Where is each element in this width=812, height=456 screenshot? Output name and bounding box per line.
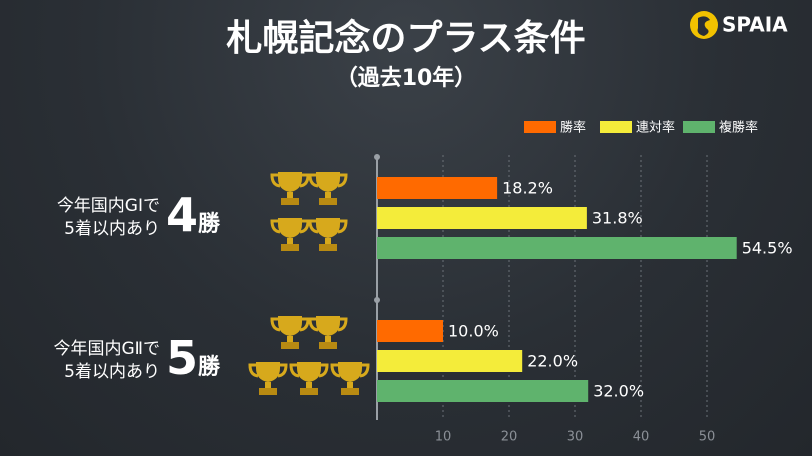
x-tick-label: 30 — [567, 430, 584, 445]
trophy — [270, 172, 310, 205]
bar — [377, 207, 587, 229]
trophy-cup — [278, 316, 302, 336]
trophy-base — [319, 244, 337, 251]
trophy-stem — [325, 192, 331, 198]
trophy-handles — [330, 363, 370, 378]
trophy-handles — [270, 317, 310, 332]
trophy-handles — [308, 219, 348, 234]
trophy-handles — [308, 173, 348, 188]
x-tick-label: 20 — [501, 430, 518, 445]
trophy-stem — [265, 382, 271, 388]
trophy-cup — [316, 218, 340, 238]
trophy-stem — [325, 238, 331, 244]
trophy-base — [281, 342, 299, 349]
legend-swatch — [683, 121, 715, 133]
trophy-base — [319, 342, 337, 349]
trophy — [270, 218, 310, 251]
trophy-base — [281, 244, 299, 251]
legend-swatch — [524, 121, 556, 133]
value-label: 31.8% — [592, 209, 643, 228]
trophy-cup — [278, 218, 302, 238]
trophy-cup — [297, 362, 321, 382]
legend-label: 複勝率 — [719, 120, 758, 136]
trophy — [330, 362, 370, 395]
logo-swirl — [697, 16, 710, 36]
trophy-stem — [347, 382, 353, 388]
trophy-stem — [306, 382, 312, 388]
badge: 4勝 — [166, 188, 220, 242]
subtitle: （過去10年） — [336, 65, 477, 91]
logo: SPAIA — [690, 11, 788, 39]
category-label: 今年国内GⅠで 5着以内あり — [56, 196, 160, 239]
badge: 5勝 — [166, 331, 220, 385]
trophy-handles — [308, 317, 348, 332]
trophy-base — [319, 198, 337, 205]
badge-number: 5 — [166, 331, 199, 385]
trophy-base — [259, 388, 277, 395]
bar — [377, 380, 589, 402]
badge-unit: 勝 — [198, 212, 221, 237]
badge-number: 4 — [166, 188, 199, 242]
axis-dot — [374, 297, 380, 303]
bar — [377, 320, 443, 342]
trophy-handles — [270, 219, 310, 234]
legend-label: 連対率 — [636, 120, 675, 136]
value-label: 32.0% — [593, 382, 644, 401]
trophy — [270, 316, 310, 349]
badge-unit: 勝 — [198, 355, 221, 380]
trophy-base — [300, 388, 318, 395]
trophy-stem — [325, 336, 331, 342]
axis-dot — [374, 154, 380, 160]
legend-swatch — [600, 121, 632, 133]
trophy-stem — [287, 238, 293, 244]
legend-label: 勝率 — [560, 120, 586, 136]
trophy-handles — [270, 173, 310, 188]
bar — [377, 177, 498, 199]
trophy-stem — [287, 336, 293, 342]
bar — [377, 350, 523, 372]
trophy-handles — [248, 363, 288, 378]
x-tick-label: 10 — [435, 430, 452, 445]
trophy-handles — [289, 363, 329, 378]
value-label: 22.0% — [527, 352, 578, 371]
title: 札幌記念のプラス条件 — [226, 17, 585, 59]
trophy-cup — [316, 172, 340, 192]
trophy — [248, 362, 288, 395]
bar — [377, 237, 737, 259]
trophy-cup — [256, 362, 280, 382]
trophy-base — [341, 388, 359, 395]
trophy-cup — [316, 316, 340, 336]
trophy — [308, 172, 348, 205]
category-label: 今年国内GⅡで 5着以内あり — [53, 339, 160, 382]
trophy-cup — [278, 172, 302, 192]
x-tick-label: 40 — [633, 430, 650, 445]
logo-text: SPAIA — [722, 13, 788, 37]
value-label: 54.5% — [742, 239, 793, 258]
trophy-base — [281, 198, 299, 205]
trophy-cup — [338, 362, 362, 382]
value-label: 10.0% — [448, 322, 499, 341]
x-tick-label: 50 — [699, 430, 716, 445]
trophy-stem — [287, 192, 293, 198]
trophy — [308, 218, 348, 251]
trophy — [308, 316, 348, 349]
value-label: 18.2% — [502, 179, 553, 198]
trophy — [289, 362, 329, 395]
